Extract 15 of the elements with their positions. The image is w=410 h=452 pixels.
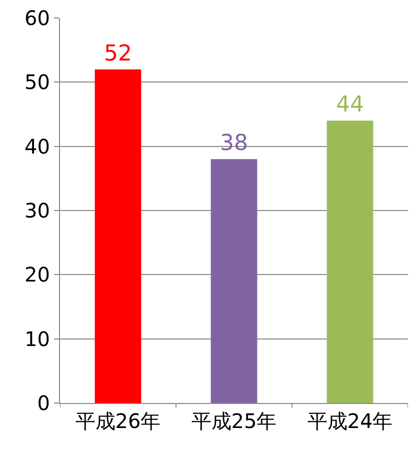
y-tick-label: 50	[24, 70, 50, 94]
data-label: 52	[104, 41, 132, 66]
bar	[326, 120, 374, 403]
x-tick-label: 平成25年	[191, 409, 277, 433]
bar	[210, 159, 258, 403]
x-tick-label: 平成24年	[307, 409, 393, 433]
y-tick-label: 10	[24, 326, 50, 351]
y-tick-label: 0	[37, 391, 50, 415]
y-tick-label: 20	[24, 262, 50, 287]
y-tick-label: 40	[24, 134, 50, 158]
y-tick-label: 60	[24, 6, 50, 30]
x-tick-label: 平成26年	[75, 409, 161, 433]
y-tick-label: 30	[24, 198, 50, 222]
data-label: 44	[336, 92, 364, 118]
bar	[94, 69, 142, 403]
